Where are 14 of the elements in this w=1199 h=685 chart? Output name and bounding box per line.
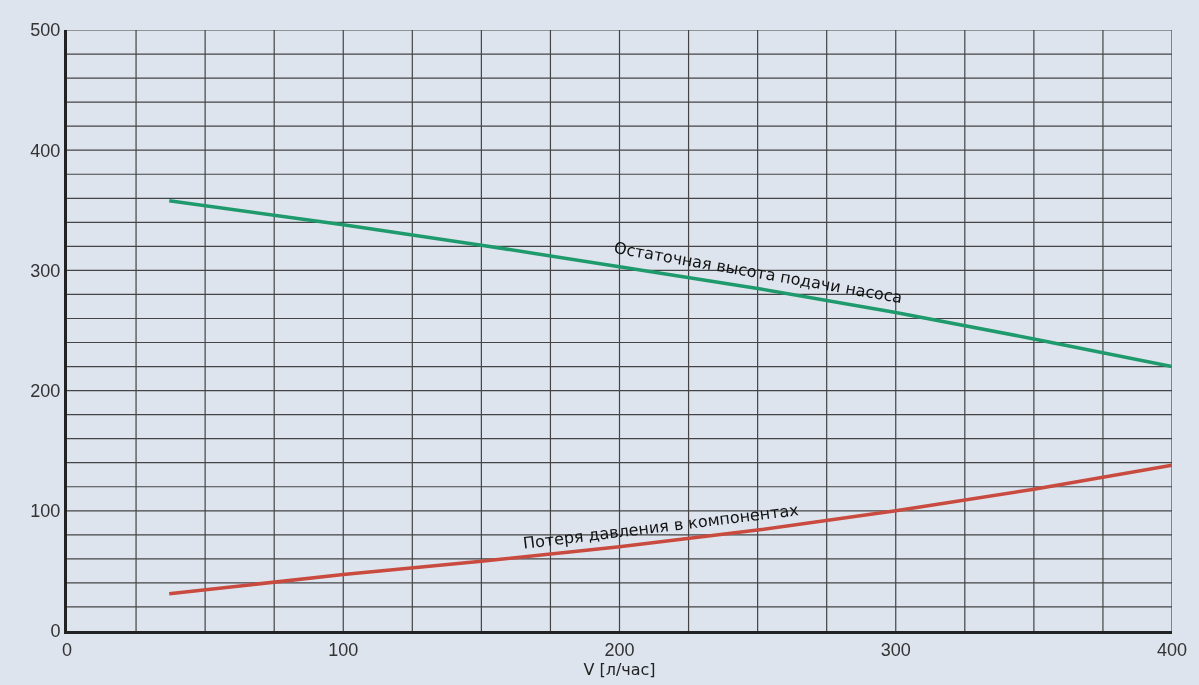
- y-tick-label: 500: [30, 20, 61, 41]
- x-tick-label: 200: [604, 639, 635, 660]
- x-tick-label: 400: [1156, 639, 1188, 660]
- x-tick-label: 300: [880, 639, 911, 660]
- y-tick-label: 400: [30, 140, 61, 161]
- y-tick-label: 0: [50, 621, 61, 642]
- annotation: Потеря давления в компонентах: [521, 500, 800, 553]
- x-axis-title: V [л/час]: [583, 659, 656, 679]
- y-tick-label: 200: [30, 380, 61, 401]
- line-series: [167, 463, 1172, 596]
- line-series: [167, 198, 1172, 369]
- y-tick-label: 300: [30, 260, 61, 281]
- y-tick-label: 100: [30, 501, 61, 522]
- x-tick-label: 100: [328, 639, 359, 660]
